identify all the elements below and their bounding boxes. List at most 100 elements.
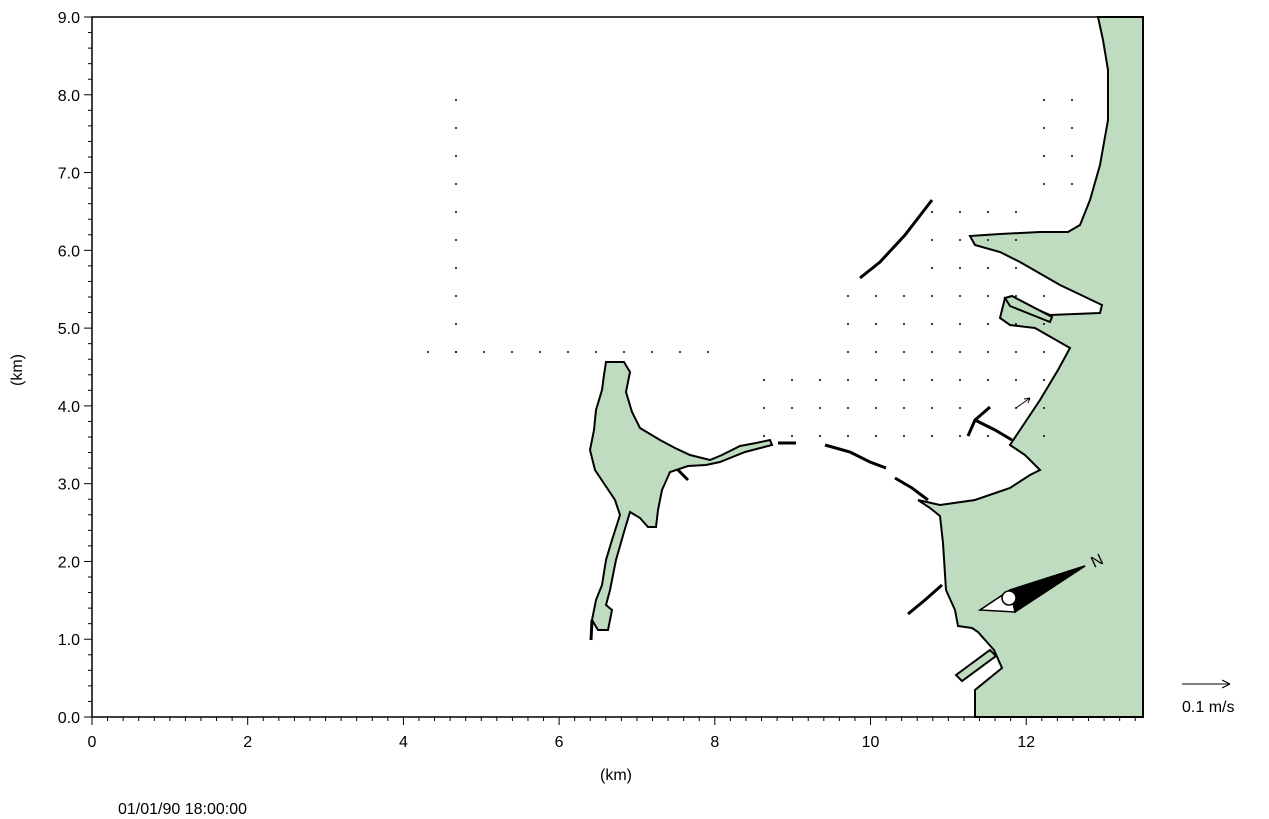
velocity-dot (1043, 351, 1045, 353)
x-tick-label: 6 (555, 734, 564, 751)
velocity-dot (651, 351, 653, 353)
breakwater-4 (894, 476, 929, 502)
velocity-dot (1015, 211, 1017, 213)
velocity-dot (931, 239, 933, 241)
velocity-dot (959, 211, 961, 213)
y-tick-label: 7.0 (58, 166, 80, 183)
velocity-dot (959, 323, 961, 325)
velocity-dot (903, 379, 905, 381)
velocity-dot (455, 99, 457, 101)
velocity-dot (1015, 435, 1017, 437)
velocity-dot (427, 351, 429, 353)
velocity-dot (959, 407, 961, 409)
velocity-dot (931, 379, 933, 381)
velocity-dot (987, 211, 989, 213)
vector-scale: 0.1 m/s (1182, 679, 1234, 716)
velocity-dot (959, 351, 961, 353)
velocity-dot (987, 267, 989, 269)
breakwater-1 (859, 199, 934, 280)
velocity-dot (455, 295, 457, 297)
velocity-dot (819, 435, 821, 437)
y-axis-title: (km) (9, 354, 26, 386)
jetty-south (954, 648, 998, 683)
north-arrow: N (977, 551, 1106, 614)
velocity-dot (1015, 379, 1017, 381)
x-axis: 0 2 4 6 8 10 12 (88, 717, 1136, 751)
velocity-dot (987, 379, 989, 381)
y-tick-label: 8.0 (58, 88, 80, 105)
velocity-dot (791, 407, 793, 409)
velocity-dot (455, 239, 457, 241)
velocity-dot (903, 295, 905, 297)
velocity-dot (903, 323, 905, 325)
velocity-vectors (427, 99, 1073, 437)
x-tick-label: 0 (88, 734, 97, 751)
velocity-dot (455, 155, 457, 157)
y-tick-label: 1.0 (58, 632, 80, 649)
velocity-dot (931, 211, 933, 213)
velocity-dot (1015, 267, 1017, 269)
velocity-dot (1015, 351, 1017, 353)
breakwater-2 (824, 443, 887, 470)
y-tick-label: 6.0 (58, 243, 80, 260)
timestamp: 01/01/90 18:00:00 (118, 801, 247, 818)
x-tick-label: 2 (243, 734, 252, 751)
breakwater-6 (974, 418, 1013, 442)
velocity-dot (1043, 379, 1045, 381)
velocity-dot (875, 435, 877, 437)
velocity-arrow (1015, 397, 1031, 409)
y-tick-label: 0.0 (58, 710, 80, 727)
velocity-dot (1043, 183, 1045, 185)
x-axis-title: (km) (600, 767, 632, 784)
velocity-dot (959, 267, 961, 269)
velocity-dot (931, 323, 933, 325)
mainland-land (917, 16, 1144, 718)
velocity-dot (483, 351, 485, 353)
velocity-dot (455, 323, 457, 325)
velocity-dot (875, 351, 877, 353)
y-tick-label: 3.0 (58, 477, 80, 494)
velocity-dot (623, 351, 625, 353)
velocity-dot (931, 407, 933, 409)
velocity-dot (903, 407, 905, 409)
velocity-dot (903, 435, 905, 437)
velocity-dot (987, 323, 989, 325)
velocity-dot (707, 351, 709, 353)
y-tick-label: 9.0 (58, 10, 80, 27)
velocity-dot (595, 351, 597, 353)
velocity-dot (959, 435, 961, 437)
velocity-dot (987, 351, 989, 353)
velocity-dot (847, 407, 849, 409)
velocity-dot (847, 351, 849, 353)
velocity-dot (931, 351, 933, 353)
velocity-dot (875, 407, 877, 409)
velocity-dot (763, 379, 765, 381)
west-island-land (588, 361, 774, 631)
velocity-dot (763, 407, 765, 409)
velocity-dot (903, 351, 905, 353)
velocity-dot (1043, 407, 1045, 409)
velocity-dot (679, 351, 681, 353)
velocity-dot (987, 239, 989, 241)
velocity-dot (847, 323, 849, 325)
velocity-dot (847, 435, 849, 437)
velocity-dot (959, 239, 961, 241)
velocity-dot (455, 267, 457, 269)
velocity-dot (987, 295, 989, 297)
velocity-dot (455, 127, 457, 129)
x-tick-label: 4 (399, 734, 408, 751)
velocity-dot (791, 379, 793, 381)
breakwater-8 (676, 468, 690, 482)
velocity-dot (959, 295, 961, 297)
velocity-dot (1043, 127, 1045, 129)
velocity-dot (1043, 435, 1045, 437)
velocity-dot (1071, 99, 1073, 101)
velocity-dot (987, 435, 989, 437)
velocity-dot (539, 351, 541, 353)
velocity-dot (819, 407, 821, 409)
velocity-dot (847, 295, 849, 297)
breakwater-9 (589, 619, 594, 641)
velocity-dot (455, 351, 457, 353)
velocity-dot (1015, 239, 1017, 241)
